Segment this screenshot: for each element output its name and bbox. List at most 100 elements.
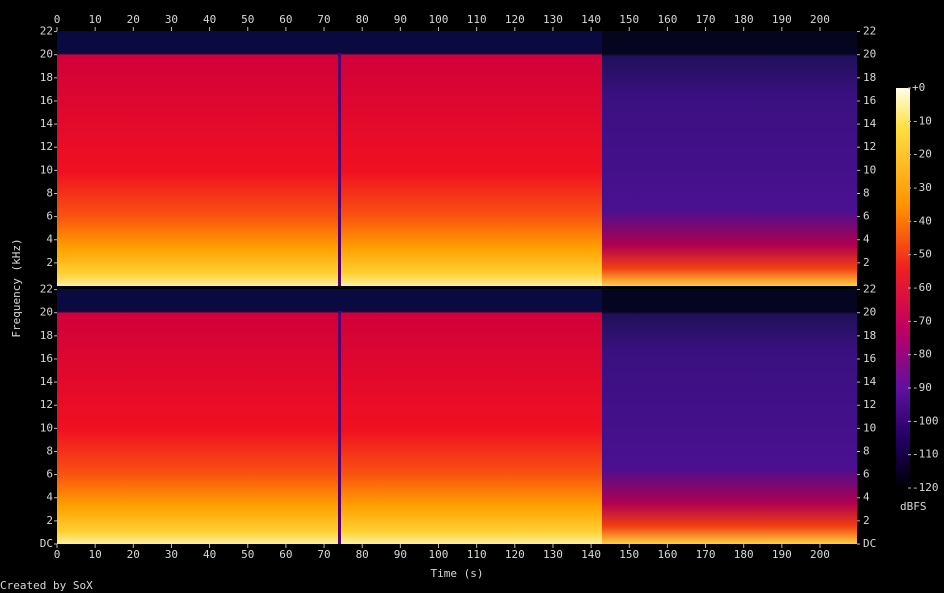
x-tick-label: 70 (317, 548, 330, 561)
x-tick-label: 150 (619, 13, 639, 26)
colorbar-label: dBFS (900, 500, 927, 513)
x-tick-label: 200 (810, 13, 830, 26)
y-tick-label: 12 (863, 398, 876, 411)
colorbar (896, 88, 910, 488)
y-tick-label: 22 (863, 283, 876, 296)
colorbar-tick-label: -100 (912, 414, 939, 427)
y-tick-label: DC (40, 537, 53, 550)
y-tick-label: 14 (40, 117, 54, 130)
x-tick-label: 190 (772, 13, 792, 26)
spectrogram-gap (338, 53, 341, 286)
x-tick-label: 100 (429, 13, 449, 26)
colorbar-tick-label: -60 (912, 281, 932, 294)
colorbar-tick-label: -110 (912, 448, 939, 461)
y-tick-label: 22 (40, 25, 53, 38)
x-tick-label: 50 (241, 548, 254, 561)
x-tick-label: 130 (543, 13, 563, 26)
x-tick-label: 40 (203, 13, 216, 26)
y-tick-label: 16 (40, 94, 53, 107)
y-tick-label: 18 (40, 329, 53, 342)
x-tick-label: 70 (317, 13, 330, 26)
x-tick-label: 80 (356, 548, 369, 561)
y-tick-label: 8 (863, 444, 870, 457)
credit: Created by SoX (0, 579, 93, 592)
x-tick-label: 120 (505, 548, 525, 561)
colorbar-tick-label: -20 (912, 148, 932, 161)
x-tick-label: 180 (734, 548, 754, 561)
x-tick-label: 50 (241, 13, 254, 26)
colorbar-tick-label: -30 (912, 181, 932, 194)
y-tick-label: 16 (863, 352, 876, 365)
y-tick-label: 6 (46, 210, 53, 223)
spectrogram-top (57, 31, 857, 286)
spectrogram-bottom (57, 289, 857, 544)
x-tick-label: 160 (657, 548, 677, 561)
x-tick-label: 0 (54, 548, 61, 561)
x-tick-label: 170 (696, 13, 716, 26)
y-tick-label: 8 (863, 186, 870, 199)
x-tick-label: 110 (467, 548, 487, 561)
y-tick-label: 16 (40, 352, 53, 365)
colorbar-tick-label: -50 (912, 248, 932, 261)
x-tick-label: 20 (127, 13, 140, 26)
y-tick-label: 6 (46, 468, 53, 481)
y-tick-label: 14 (863, 375, 877, 388)
colorbar-tick-label: -10 (912, 114, 932, 127)
x-tick-label: 80 (356, 13, 369, 26)
y-tick-label: 4 (46, 491, 53, 504)
y-tick-label: 20 (40, 306, 53, 319)
x-tick-label: 20 (127, 548, 140, 561)
x-tick-label: 0 (54, 13, 61, 26)
y-tick-label: 10 (863, 163, 876, 176)
y-tick-label: 20 (863, 48, 876, 61)
x-tick-label: 10 (89, 548, 102, 561)
colorbar-tick-label: -70 (912, 314, 932, 327)
colorbar-tick-label: -40 (912, 214, 932, 227)
x-tick-label: 140 (581, 13, 601, 26)
y-tick-label: 4 (46, 233, 53, 246)
colorbar-tick-label: +0 (912, 81, 925, 94)
colorbar-tick-label: -80 (912, 348, 932, 361)
spectrogram-image (57, 31, 602, 286)
x-tick-label: 30 (165, 13, 178, 26)
y-tick-label: 2 (863, 256, 870, 269)
y-tick-label: 2 (46, 256, 53, 269)
x-tick-label: 130 (543, 548, 563, 561)
y-tick-label: 18 (863, 329, 876, 342)
y-tick-label: 4 (863, 233, 870, 246)
y-tick-label: 22 (40, 283, 53, 296)
y-tick-label: 12 (40, 140, 53, 153)
y-tick-label: 14 (40, 375, 54, 388)
x-tick-label: 10 (89, 13, 102, 26)
spectrogram-image (602, 289, 857, 544)
x-tick-label: 60 (279, 13, 292, 26)
colorbar-tick-label: -120 (912, 481, 939, 494)
y-tick-label: 18 (863, 71, 876, 84)
y-tick-label: 2 (863, 514, 870, 527)
x-tick-label: 160 (657, 13, 677, 26)
spectrogram-gap (338, 311, 341, 544)
colorbar-tick-label: -90 (912, 381, 932, 394)
x-axis-label: Time (s) (431, 567, 484, 580)
y-tick-label: 10 (40, 421, 53, 434)
x-tick-label: 120 (505, 13, 525, 26)
y-tick-label: 8 (46, 186, 53, 199)
y-tick-label: 2 (46, 514, 53, 527)
y-tick-label: 12 (863, 140, 876, 153)
x-tick-label: 190 (772, 548, 792, 561)
x-tick-label: 170 (696, 548, 716, 561)
y-tick-label: 10 (863, 421, 876, 434)
x-tick-label: 40 (203, 548, 216, 561)
y-tick-label: 20 (40, 48, 53, 61)
y-axis-label: Frequency (kHz) (10, 238, 23, 337)
y-tick-label: 14 (863, 117, 877, 130)
y-tick-label: 20 (863, 306, 876, 319)
y-tick-label: 22 (863, 25, 876, 38)
x-tick-label: 90 (394, 548, 407, 561)
x-tick-label: 110 (467, 13, 487, 26)
y-tick-label: 4 (863, 491, 870, 504)
y-tick-label: 6 (863, 468, 870, 481)
spectrogram-image (57, 289, 602, 544)
